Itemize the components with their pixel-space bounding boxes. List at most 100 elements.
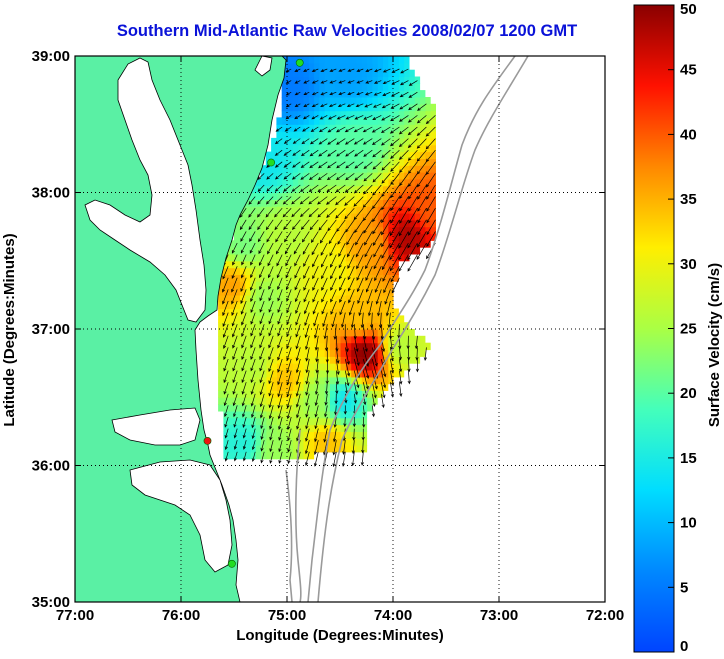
velocity-vector [366,289,373,305]
velocity-vector [259,277,265,291]
velocity-vector [408,173,418,187]
velocity-cell [371,247,378,255]
velocity-cell [424,199,431,207]
velocity-vector [257,219,265,231]
velocity-vector [326,207,337,218]
velocity-cell [387,376,394,385]
velocity-vector [294,277,301,291]
velocity-vector [336,161,346,169]
velocity-cell [265,424,272,432]
velocity-cell [408,349,415,357]
velocity-cell [350,417,357,426]
velocity-vector [268,289,274,302]
velocity-cell [350,308,357,316]
velocity-cell [419,144,426,153]
velocity-cell [419,137,426,146]
velocity-cell [265,267,272,275]
velocity-vector [268,405,274,420]
velocity-cell [281,315,288,323]
velocity-cell [334,158,341,166]
velocity-cell [345,192,352,200]
velocity-cell [340,199,346,207]
velocity-cell [424,158,431,166]
velocity-cell [340,103,346,112]
velocity-cell [329,199,336,207]
velocity-cell [249,342,256,351]
velocity-cell [345,117,352,125]
velocity-cell [419,172,426,180]
velocity-vector [356,277,364,293]
velocity-cell [297,206,304,214]
velocity-cell [281,240,288,248]
velocity-cell [313,213,320,221]
velocity-vector [377,300,382,317]
velocity-vector [425,126,436,137]
velocity-cell [371,356,378,364]
velocity-cell [361,172,368,180]
velocity-cell [393,349,399,357]
colorbar-label: Surface Velocity (cm/s) [706,263,723,427]
velocity-cell [398,363,405,371]
velocity-vector [304,440,310,455]
velocity-cell [255,322,262,330]
velocity-cell [377,172,383,180]
velocity-vector [353,184,364,194]
velocity-cell [361,281,368,289]
x-axis-ticks: 77:00 76:00 75:00 74:00 73:00 72:00 [56,56,624,624]
velocity-cell [334,83,341,91]
velocity-cell [292,267,299,275]
velocity-cell [329,260,336,269]
velocity-cell [265,233,272,241]
velocity-cell [408,117,415,125]
velocity-cell [377,90,383,98]
velocity-cell [340,329,346,337]
velocity-vector [268,393,274,409]
velocity-cell [355,83,362,91]
velocity-cell [382,97,389,105]
velocity-vector [314,335,319,351]
velocity-cell [350,397,357,405]
velocity-cell [355,349,362,357]
velocity-vector [277,277,283,291]
velocity-cell [318,144,325,153]
velocity-cell [366,315,373,323]
velocity-cell [318,315,325,323]
velocity-vector [383,277,391,294]
velocity-cell [308,260,315,269]
velocity-cell [249,233,256,241]
velocity-cell [271,370,277,378]
velocity-cell [302,301,309,310]
velocity-cell [329,117,336,125]
velocity-cell [271,233,277,241]
velocity-cell [255,274,262,282]
velocity-vector [381,149,391,159]
velocity-cell [377,144,383,153]
velocity-cell [382,322,389,330]
velocity-vector [354,173,364,181]
velocity-cell [234,281,240,289]
velocity-cell [398,226,405,234]
velocity-cell [366,226,373,234]
velocity-cell [313,103,320,112]
velocity-vector [400,80,409,86]
velocity-cell [350,124,357,132]
velocity-vector [312,254,319,268]
velocity-vector [249,231,256,242]
velocity-cell [329,165,336,173]
velocity-cell [308,69,315,78]
velocity-vector [345,149,355,157]
velocity-cell [355,417,362,426]
velocity-cell [340,294,346,303]
velocity-vector [314,324,319,339]
velocity-cell [308,451,315,460]
velocity-cell [424,342,431,351]
velocity-cell [292,322,299,330]
velocity-cell [382,137,389,146]
velocity-cell [387,288,394,296]
velocity-cell [271,226,277,234]
velocity-vector [259,335,265,349]
velocity-cell [366,335,373,344]
velocity-cell [382,199,389,207]
velocity-cell [302,253,309,262]
velocity-vector [240,277,247,293]
